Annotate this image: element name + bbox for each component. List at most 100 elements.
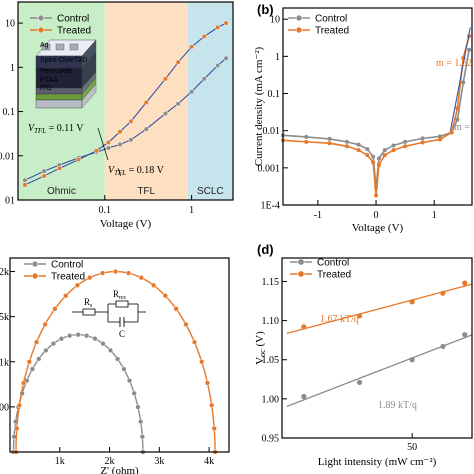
x-tick-label: 50 [407, 442, 417, 453]
inset-electrode [55, 43, 65, 51]
data-point-treated [138, 275, 144, 281]
legend-label: Treated [57, 26, 91, 37]
data-point-control [131, 390, 137, 396]
region-label: TFL [137, 186, 155, 197]
data-point-treated [462, 280, 468, 286]
inset-layer-label: ITO [40, 85, 52, 92]
circuit-label-c: C [119, 329, 125, 339]
jv-curve-treated [282, 35, 470, 196]
data-point-treated [42, 321, 48, 328]
data-point-treated [16, 402, 23, 408]
y-tick-label: 0.1 [268, 89, 281, 100]
inset-electrode [41, 43, 51, 51]
vtfl-annotation: VTFL = 0.11 V [28, 123, 84, 135]
data-point-control [126, 377, 133, 384]
data-point-control [371, 154, 376, 159]
y-axis-label: Voc (V) [254, 331, 267, 365]
panel-d: 1.67 kT/q 1.89 kT/q 50 0.95 1.00 1.05 1.10 1.15… [254, 242, 473, 468]
data-point-treated [99, 270, 106, 276]
data-point-treated [74, 282, 81, 288]
y-tick-label: 1 [275, 52, 280, 63]
plot-frame [9, 257, 230, 453]
data-point-treated [199, 359, 205, 365]
panel-a: Ohmic TFL SCLC Ag Spiro-OMeTAD Perovskite PTAA… [0, 1, 234, 230]
inset-layer [35, 99, 83, 109]
data-point-control [409, 357, 415, 363]
data-point-treated [191, 339, 198, 345]
data-point-control [58, 336, 65, 342]
data-point-treated [344, 144, 349, 149]
legend-marker-control [31, 260, 39, 268]
data-point-treated [33, 339, 40, 345]
data-point-control [92, 336, 98, 342]
data-point-control [83, 333, 90, 339]
x-tick-label: 2k [105, 456, 115, 467]
data-point-control [201, 76, 207, 82]
ideality-annotation-control: m = [454, 122, 470, 133]
x-axis-label: Voltage (V) [100, 218, 152, 230]
data-point-treated [403, 144, 408, 149]
x-tick-label: 1 [432, 210, 437, 221]
data-point-treated [420, 140, 425, 145]
x-tick-label: 1k [55, 456, 65, 467]
resistor-rs [82, 308, 96, 316]
data-point-treated [175, 59, 181, 65]
plot-frame [281, 257, 473, 439]
data-point-treated [76, 157, 82, 163]
data-point-treated [440, 290, 446, 296]
legend-label: Control [315, 14, 347, 25]
y-axis-label: Current density (mA cm⁻²) [253, 46, 265, 166]
data-point-control [462, 332, 468, 338]
data-point-control [391, 143, 396, 148]
data-point-treated [63, 293, 69, 299]
annotation-arrow [117, 167, 122, 177]
legend-label: Treated [51, 272, 85, 283]
y-tick-label: 0.1 [3, 107, 16, 118]
data-point-control [22, 177, 28, 183]
circuit-label-rs: Rs [84, 297, 93, 309]
data-point-control [43, 347, 49, 354]
ideality-annotation-treated: m = 1.62 [436, 58, 472, 69]
legend-label: Control [57, 14, 89, 25]
data-point-treated [382, 153, 387, 158]
panel-label-d: (d) [257, 242, 274, 257]
data-point-treated [438, 137, 443, 142]
y-tick-label: 1k [0, 357, 9, 368]
data-point-treated [301, 324, 307, 330]
y-tick-label: 1 [10, 63, 15, 74]
data-point-control [215, 62, 221, 69]
y-tick-label: 01 [5, 196, 15, 207]
x-tick-label: 0 [374, 210, 379, 221]
panel-b: m = 1.62 m = -1 0 1 1E-4 0.001 0.01 0.1 1 10 Voltag… [253, 2, 473, 234]
x-tick-label: 4k [204, 456, 214, 467]
data-point-treated [327, 141, 332, 146]
data-point-treated [87, 275, 93, 281]
data-point-control [223, 55, 229, 61]
data-point-control [143, 126, 149, 132]
inset-side [81, 83, 97, 109]
data-point-control [440, 343, 446, 350]
data-point-treated [356, 313, 363, 319]
data-point-treated [105, 139, 111, 146]
data-point-control [105, 145, 111, 151]
data-point-control [41, 168, 47, 174]
data-point-treated [93, 148, 99, 154]
annotation-arrow [97, 127, 109, 161]
data-point-treated [56, 165, 62, 171]
data-point-control [36, 356, 42, 362]
x-tick-label: 0.1 [99, 205, 112, 216]
data-point-control [114, 356, 121, 362]
data-point-treated [409, 299, 415, 305]
y-tick-label: 2k [0, 267, 9, 278]
data-point-treated [117, 129, 123, 135]
region-label: SCLC [197, 186, 224, 197]
legend-label: Control [51, 260, 83, 271]
data-point-control [304, 134, 309, 139]
region-label: Ohmic [47, 186, 76, 197]
y-tick-label: 0.01 [0, 151, 15, 162]
data-point-treated [374, 193, 379, 198]
data-point-control [344, 139, 349, 144]
x-axis-label: Light intensity (mW cm⁻²) [318, 456, 437, 468]
inset-electrode [69, 43, 79, 51]
